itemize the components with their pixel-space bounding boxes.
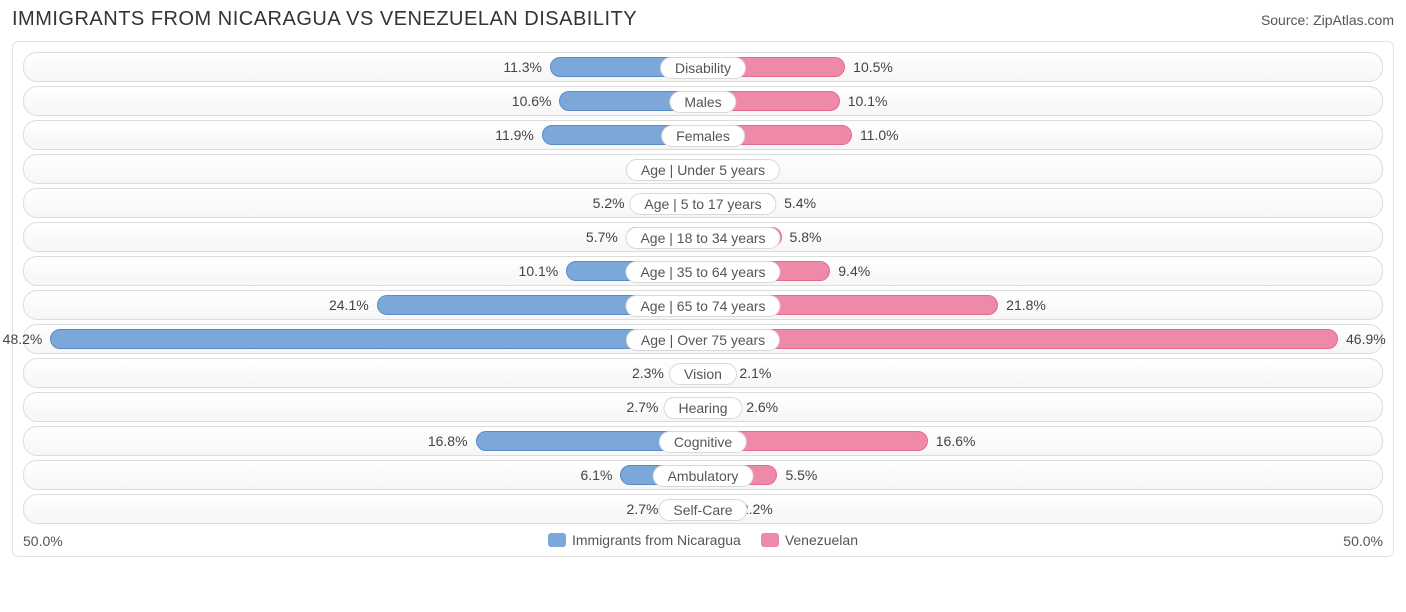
category-label: Cognitive bbox=[659, 431, 747, 453]
bar-row: 10.1% 9.4% Age | 35 to 64 years bbox=[23, 256, 1383, 286]
value-left: 16.8% bbox=[428, 433, 468, 449]
bar-row: 6.1% 5.5% Ambulatory bbox=[23, 460, 1383, 490]
legend-item: Immigrants from Nicaragua bbox=[548, 532, 741, 548]
value-right: 2.1% bbox=[739, 365, 771, 381]
value-right: 16.6% bbox=[936, 433, 976, 449]
value-left: 2.3% bbox=[632, 365, 664, 381]
category-label: Age | 18 to 34 years bbox=[625, 227, 780, 249]
category-label: Males bbox=[669, 91, 736, 113]
chart-source: Source: ZipAtlas.com bbox=[1261, 12, 1394, 28]
value-right: 10.1% bbox=[848, 93, 888, 109]
source-prefix: Source: bbox=[1261, 12, 1313, 28]
chart-header: IMMIGRANTS FROM NICARAGUA VS VENEZUELAN … bbox=[12, 8, 1394, 31]
bar-row: 24.1% 21.8% Age | 65 to 74 years bbox=[23, 290, 1383, 320]
bar-row: 16.8% 16.6% Cognitive bbox=[23, 426, 1383, 456]
value-left: 48.2% bbox=[3, 331, 43, 347]
value-left: 6.1% bbox=[580, 467, 612, 483]
bar-row: 2.3% 2.1%Vision bbox=[23, 358, 1383, 388]
axis-max-left: 50.0% bbox=[23, 533, 83, 549]
axis-legend-row: 50.0% Immigrants from Nicaragua Venezuela… bbox=[23, 532, 1383, 550]
value-right: 9.4% bbox=[838, 263, 870, 279]
bar-row: 5.2% 5.4% Age | 5 to 17 years bbox=[23, 188, 1383, 218]
value-left: 5.2% bbox=[593, 195, 625, 211]
bar-left bbox=[50, 329, 703, 349]
category-label: Disability bbox=[660, 57, 746, 79]
bar-row: 1.2%1.2%Age | Under 5 years bbox=[23, 154, 1383, 184]
source-name: ZipAtlas.com bbox=[1313, 12, 1394, 28]
bar-row: 2.7%2.2%Self-Care bbox=[23, 494, 1383, 524]
value-left: 11.9% bbox=[495, 127, 534, 143]
legend-swatch bbox=[548, 533, 566, 547]
value-left: 10.1% bbox=[519, 263, 559, 279]
legend-label: Immigrants from Nicaragua bbox=[572, 532, 741, 548]
category-label: Age | 65 to 74 years bbox=[625, 295, 780, 317]
category-label: Age | Over 75 years bbox=[626, 329, 780, 351]
value-right: 5.5% bbox=[785, 467, 817, 483]
legend-swatch bbox=[761, 533, 779, 547]
value-right: 5.8% bbox=[790, 229, 822, 245]
value-left: 2.7% bbox=[627, 501, 659, 517]
category-label: Self-Care bbox=[658, 499, 747, 521]
bar-row: 5.7% 5.8% Age | 18 to 34 years bbox=[23, 222, 1383, 252]
bar-row: 48.2%46.9%Age | Over 75 years bbox=[23, 324, 1383, 354]
value-right: 5.4% bbox=[784, 195, 816, 211]
value-right: 21.8% bbox=[1006, 297, 1046, 313]
bar-row: 11.9% 11.0% Females bbox=[23, 120, 1383, 150]
value-left: 5.7% bbox=[586, 229, 618, 245]
category-label: Vision bbox=[669, 363, 737, 385]
chart-legend: Immigrants from Nicaragua Venezuelan bbox=[83, 532, 1323, 550]
value-right: 11.0% bbox=[860, 127, 899, 143]
value-right: 2.6% bbox=[746, 399, 778, 415]
bar-row: 10.6% 10.1% Males bbox=[23, 86, 1383, 116]
value-left: 10.6% bbox=[512, 93, 552, 109]
chart-plot-area: 11.3% 10.5% Disability 10.6% 10.1% Males 11.9%… bbox=[12, 41, 1394, 557]
axis-max-right: 50.0% bbox=[1323, 533, 1383, 549]
bar-right bbox=[703, 329, 1338, 349]
category-label: Hearing bbox=[663, 397, 742, 419]
category-label: Age | 5 to 17 years bbox=[629, 193, 776, 215]
value-left: 2.7% bbox=[627, 399, 659, 415]
value-left: 24.1% bbox=[329, 297, 369, 313]
category-label: Ambulatory bbox=[653, 465, 754, 487]
category-label: Females bbox=[661, 125, 745, 147]
legend-item: Venezuelan bbox=[761, 532, 858, 548]
legend-label: Venezuelan bbox=[785, 532, 858, 548]
value-right: 10.5% bbox=[853, 59, 893, 75]
chart-title: IMMIGRANTS FROM NICARAGUA VS VENEZUELAN … bbox=[12, 8, 637, 31]
bar-row: 2.7% 2.6%Hearing bbox=[23, 392, 1383, 422]
category-label: Age | Under 5 years bbox=[626, 159, 780, 181]
value-left: 11.3% bbox=[503, 59, 542, 75]
value-right: 46.9% bbox=[1346, 331, 1386, 347]
bar-row: 11.3% 10.5% Disability bbox=[23, 52, 1383, 82]
chart-container: IMMIGRANTS FROM NICARAGUA VS VENEZUELAN … bbox=[0, 0, 1406, 561]
category-label: Age | 35 to 64 years bbox=[625, 261, 780, 283]
